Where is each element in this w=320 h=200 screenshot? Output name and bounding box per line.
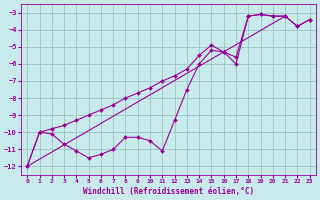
X-axis label: Windchill (Refroidissement éolien,°C): Windchill (Refroidissement éolien,°C) [83,187,254,196]
